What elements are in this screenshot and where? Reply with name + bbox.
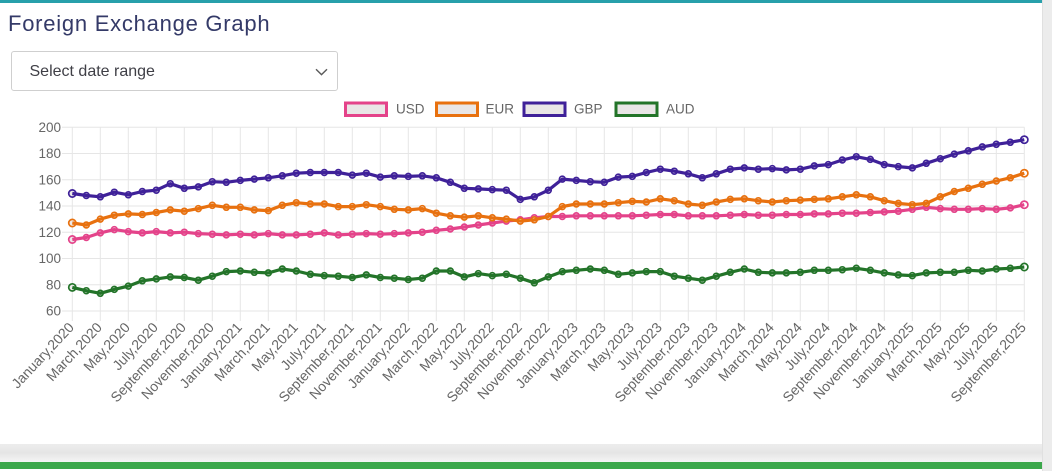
svg-text:EUR: EUR <box>486 102 515 117</box>
svg-text:USD: USD <box>396 102 425 117</box>
svg-text:AUD: AUD <box>666 102 695 117</box>
svg-text:120: 120 <box>38 225 61 240</box>
svg-text:200: 200 <box>38 120 61 135</box>
svg-text:160: 160 <box>38 172 61 187</box>
svg-text:GBP: GBP <box>574 102 603 117</box>
svg-text:140: 140 <box>38 199 61 214</box>
svg-text:80: 80 <box>46 278 61 293</box>
svg-text:180: 180 <box>38 146 61 161</box>
svg-text:60: 60 <box>46 304 61 319</box>
svg-text:100: 100 <box>38 251 61 266</box>
